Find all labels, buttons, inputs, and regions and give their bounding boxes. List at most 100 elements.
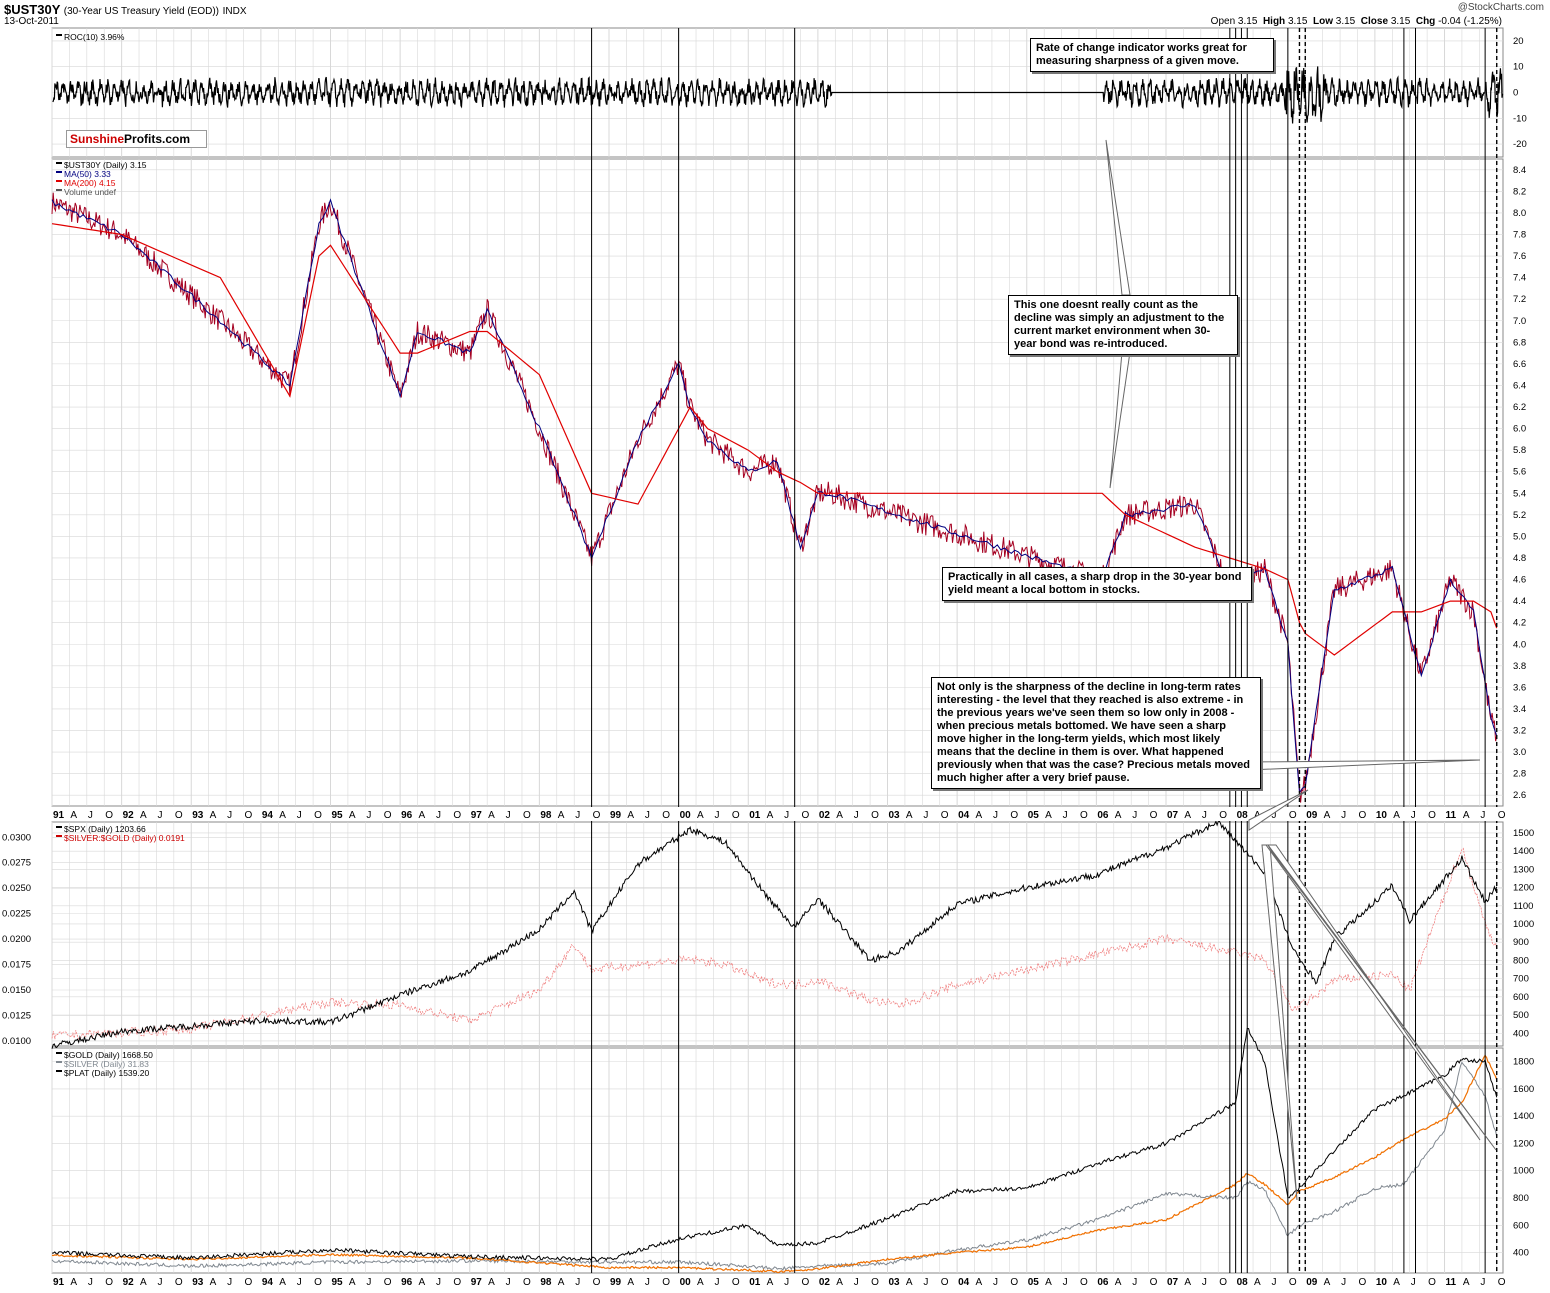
axis-labels: 91 A J O 92 A J O 93 A J O 94 A J O 95 A J O 96 A J O 97 A J O 98 A J O…	[0, 36, 1550, 1288]
x-tick-label: 08	[1237, 810, 1249, 821]
x-tick-label: A	[210, 810, 217, 821]
metals-legend-swatch	[56, 1070, 62, 1072]
yield-y-tick: 5.6	[1513, 467, 1526, 478]
series-lines	[51, 66, 1504, 1274]
x-tick-label: O	[662, 810, 670, 821]
yield-y-tick: 7.0	[1513, 316, 1526, 327]
metals-legend-entry: $PLAT (Daily) 1539.20	[64, 1068, 149, 1078]
x-tick-label: A	[767, 1277, 774, 1288]
callout-practically: Practically in all cases, a sharp drop i…	[942, 567, 1252, 601]
x-tick-label: J	[1132, 1277, 1137, 1288]
x-tick-label: 96	[401, 1277, 413, 1288]
open-value: 3.15	[1237, 16, 1258, 27]
spx-y-tick: 500	[1513, 1010, 1529, 1021]
ratio-y-tick: 0.0175	[2, 960, 31, 971]
x-tick-label: 10	[1376, 1277, 1388, 1288]
silver-line	[51, 1061, 1498, 1271]
x-axis-strip	[0, 807, 1550, 821]
x-tick-label: A	[1463, 1277, 1470, 1288]
x-tick-label: J	[1341, 1277, 1346, 1288]
x-tick-label: J	[1411, 810, 1416, 821]
yield-y-tick: 4.2	[1513, 618, 1526, 629]
x-tick-label: A	[976, 810, 983, 821]
yield-legend-entry: MA(200) 4.15	[64, 178, 116, 188]
x-tick-label: O	[453, 1277, 461, 1288]
x-tick-label: O	[801, 1277, 809, 1288]
x-tick-label: O	[1010, 1277, 1018, 1288]
ratio-y-tick: 0.0225	[2, 909, 31, 920]
ma200-line	[51, 223, 1498, 656]
roc-legend-swatch	[56, 34, 62, 36]
yield-legend-entry: Volume undef	[64, 187, 117, 197]
x-tick-label: 02	[819, 810, 831, 821]
spx-y-tick: 1200	[1513, 883, 1534, 894]
x-tick-label: 03	[889, 1277, 901, 1288]
x-tick-label: J	[436, 1277, 441, 1288]
logo-black-text: Profits.com	[124, 132, 191, 146]
x-tick-label: J	[1132, 810, 1137, 821]
x-tick-label: 04	[958, 1277, 970, 1288]
x-tick-label: 94	[262, 810, 274, 821]
x-tick-label: J	[714, 810, 719, 821]
x-tick-label: A	[627, 810, 634, 821]
x-tick-label: O	[1428, 1277, 1436, 1288]
x-tick-label: 02	[819, 1277, 831, 1288]
x-tick-label: J	[575, 1277, 580, 1288]
yield-legend-swatch	[56, 162, 62, 164]
x-tick-label: 94	[262, 1277, 274, 1288]
metals-y-tick: 1800	[1513, 1057, 1534, 1068]
yield-y-tick: 4.0	[1513, 639, 1526, 650]
x-tick-label: J	[1341, 810, 1346, 821]
ma50-line	[51, 198, 1498, 795]
x-tick-label: A	[906, 1277, 913, 1288]
x-tick-label: O	[1358, 810, 1366, 821]
x-tick-label: A	[627, 1277, 634, 1288]
x-tick-label: J	[714, 1277, 719, 1288]
x-tick-label: J	[923, 1277, 928, 1288]
x-tick-label: J	[784, 810, 789, 821]
x-tick-label: O	[593, 810, 601, 821]
x-tick-label: O	[523, 1277, 531, 1288]
x-tick-label: O	[941, 1277, 949, 1288]
x-tick-label: J	[1063, 1277, 1068, 1288]
x-tick-label: A	[70, 1277, 77, 1288]
yield-y-tick: 8.2	[1513, 186, 1526, 197]
low-label: Low	[1312, 16, 1333, 27]
x-tick-label: A	[349, 1277, 356, 1288]
x-tick-label: 06	[1097, 810, 1109, 821]
x-tick-label: J	[1411, 1277, 1416, 1288]
ust30y-line	[51, 192, 1498, 803]
x-tick-label: J	[88, 1277, 93, 1288]
yield-legend-swatch	[56, 171, 62, 173]
x-tick-label: A	[488, 1277, 495, 1288]
metals-legend-swatch	[56, 1061, 62, 1063]
x-tick-label: J	[297, 810, 302, 821]
x-tick-label: O	[1498, 1277, 1506, 1288]
yield-y-tick: 7.2	[1513, 294, 1526, 305]
callout-roc: Rate of change indicator works great for…	[1030, 38, 1274, 72]
spx-legend-swatch	[56, 835, 62, 837]
x-tick-label: 99	[610, 810, 622, 821]
gold-line	[51, 1054, 1498, 1274]
yield-legend-swatch	[56, 189, 62, 191]
silver-gold-ratio-line	[51, 847, 1498, 1040]
x-tick-label: 92	[123, 810, 135, 821]
x-tick-label: 91	[53, 810, 65, 821]
ratio-y-tick: 0.0250	[2, 883, 31, 894]
x-tick-label: A	[767, 810, 774, 821]
pointer-metals-2011b	[1267, 844, 1497, 1151]
event-markers	[591, 28, 1498, 1273]
x-tick-label: O	[1150, 1277, 1158, 1288]
high-value: 3.15	[1287, 16, 1308, 27]
x-tick-label: 05	[1028, 1277, 1040, 1288]
symbol-text: $UST30Y	[4, 2, 61, 17]
x-tick-label: O	[1498, 810, 1506, 821]
x-tick-label: O	[801, 810, 809, 821]
yield-y-tick: 2.8	[1513, 769, 1526, 780]
x-tick-label: O	[1219, 1277, 1227, 1288]
x-tick-label: O	[453, 810, 461, 821]
yield-y-tick: 6.0	[1513, 424, 1526, 435]
x-tick-label: A	[1115, 1277, 1122, 1288]
x-tick-label: O	[732, 810, 740, 821]
x-tick-label: O	[1080, 1277, 1088, 1288]
